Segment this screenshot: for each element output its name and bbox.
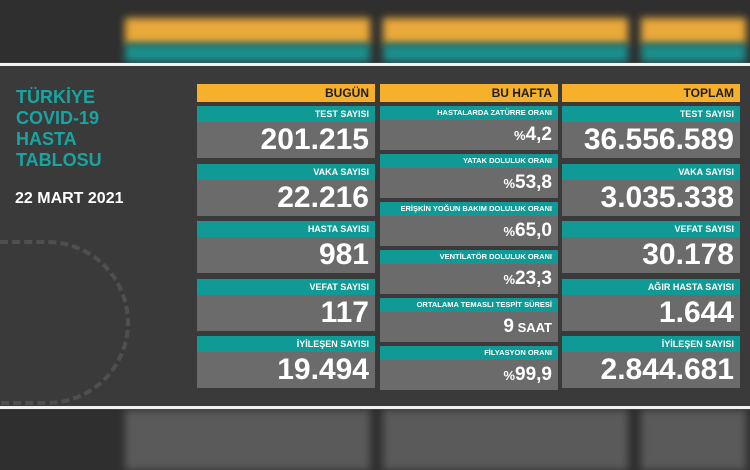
stat-label: ERİŞKİN YOĞUN BAKIM DOLULUK ORANI (380, 202, 558, 216)
stat-number: 2.844.681 (600, 353, 734, 386)
column-header: BU HAFTA (380, 84, 558, 102)
report-date: 22 MART 2021 (15, 190, 124, 207)
ministry-emblem-icon (0, 240, 130, 405)
stat-label: HASTALARDA ZATÜRRE ORANI (380, 106, 558, 120)
stat-value: 9 SAAT (380, 312, 558, 342)
stat-value: 981 (197, 237, 375, 273)
stat-card: TEST SAYISI 36.556.589 (562, 106, 740, 158)
stat-value: 22.216 (197, 179, 375, 216)
stat-value: 36.556.589 (562, 122, 740, 158)
stat-value: 3.035.338 (562, 179, 740, 216)
stat-label: FİLYASYON ORANI (380, 346, 558, 360)
stat-value: 117 (197, 294, 375, 331)
stat-label: VAKA SAYISI (197, 163, 375, 180)
stat-card: VAKA SAYISI 3.035.338 (562, 163, 740, 216)
percent-sign: % (503, 368, 516, 383)
stat-card: VEFAT SAYISI 30.178 (562, 221, 740, 273)
stat-label: VAKA SAYISI (562, 163, 740, 180)
stat-label: TEST SAYISI (197, 106, 375, 122)
stat-card: YATAK DOLULUK ORANI %53,8 (380, 154, 558, 198)
stat-value: %4,2 (380, 120, 558, 150)
stat-card: İYİLEŞEN SAYISI 19.494 (197, 336, 375, 388)
stat-number: 99,9 (515, 364, 552, 385)
stat-label: AĞIR HASTA SAYISI (562, 278, 740, 295)
stat-value: %23,3 (380, 264, 558, 294)
stat-card: HASTA SAYISI 981 (197, 221, 375, 273)
stat-label: HASTA SAYISI (197, 221, 375, 237)
stat-label: TEST SAYISI (562, 106, 740, 122)
stat-label: VEFAT SAYISI (197, 278, 375, 295)
stat-card: HASTALARDA ZATÜRRE ORANI %4,2 (380, 106, 558, 150)
stat-card: VENTİLATÖR DOLULUK ORANI %23,3 (380, 250, 558, 294)
stat-number: 117 (320, 295, 369, 329)
stat-number: 53,8 (515, 172, 552, 193)
stat-value: %99,9 (380, 360, 558, 390)
stat-card: AĞIR HASTA SAYISI 1.644 (562, 278, 740, 331)
stat-number: 30.178 (642, 238, 734, 271)
percent-sign: % (503, 224, 516, 239)
stat-number: 201.215 (260, 123, 369, 156)
stat-label: İYİLEŞEN SAYISI (197, 336, 375, 352)
stat-number: 23,3 (515, 268, 552, 289)
percent-sign: % (503, 272, 516, 287)
stat-card: TEST SAYISI 201.215 (197, 106, 375, 158)
stat-number: 36.556.589 (583, 123, 734, 156)
unit-suffix: SAAT (513, 320, 552, 335)
stat-number: 9 (503, 316, 514, 337)
column-header: TOPLAM (562, 84, 740, 102)
stat-value: 1.644 (562, 294, 740, 331)
column-bu-hafta: BU HAFTA HASTALARDA ZATÜRRE ORANI %4,2 YAT… (380, 84, 558, 390)
stat-value: 19.494 (197, 352, 375, 388)
column-toplam: TOPLAM TEST SAYISI 36.556.589 VAKA SAYISI 3… (562, 84, 740, 388)
percent-sign: % (514, 128, 526, 143)
divider-top (0, 63, 750, 66)
stat-card: İYİLEŞEN SAYISI 2.844.681 (562, 336, 740, 388)
stat-number: 65,0 (515, 220, 552, 241)
stat-card: FİLYASYON ORANI %99,9 (380, 346, 558, 390)
stat-label: İYİLEŞEN SAYISI (562, 336, 740, 352)
percent-sign: % (503, 176, 516, 191)
column-bugun: BUGÜN TEST SAYISI 201.215 VAKA SAYISI 22.21… (197, 84, 375, 388)
stat-number: 981 (318, 238, 369, 271)
stat-card: VEFAT SAYISI 117 (197, 278, 375, 331)
stat-value: 201.215 (197, 122, 375, 158)
blurred-background-bottom (0, 410, 750, 470)
stat-number: 22.216 (277, 180, 369, 214)
column-header: BUGÜN (197, 84, 375, 102)
stat-card: ERİŞKİN YOĞUN BAKIM DOLULUK ORANI %65,0 (380, 202, 558, 246)
blurred-background-top (0, 0, 750, 62)
stat-number: 19.494 (277, 353, 369, 386)
page-title: TÜRKİYE COVID-19 HASTA TABLOSU (16, 87, 102, 170)
stat-number: 4,2 (525, 124, 552, 145)
stat-value: %53,8 (380, 168, 558, 198)
stat-label: VEFAT SAYISI (562, 221, 740, 237)
divider-bottom (0, 406, 750, 409)
stat-value: 30.178 (562, 237, 740, 273)
stat-card: ORTALAMA TEMASLI TESPİT SÜRESİ 9 SAAT (380, 298, 558, 342)
stat-card: VAKA SAYISI 22.216 (197, 163, 375, 216)
stat-number: 1.644 (658, 295, 734, 329)
stat-label: ORTALAMA TEMASLI TESPİT SÜRESİ (380, 298, 558, 312)
stat-value: 2.844.681 (562, 352, 740, 388)
stat-label: YATAK DOLULUK ORANI (380, 154, 558, 168)
stat-value: %65,0 (380, 216, 558, 246)
stat-number: 3.035.338 (600, 180, 734, 214)
stat-label: VENTİLATÖR DOLULUK ORANI (380, 250, 558, 264)
